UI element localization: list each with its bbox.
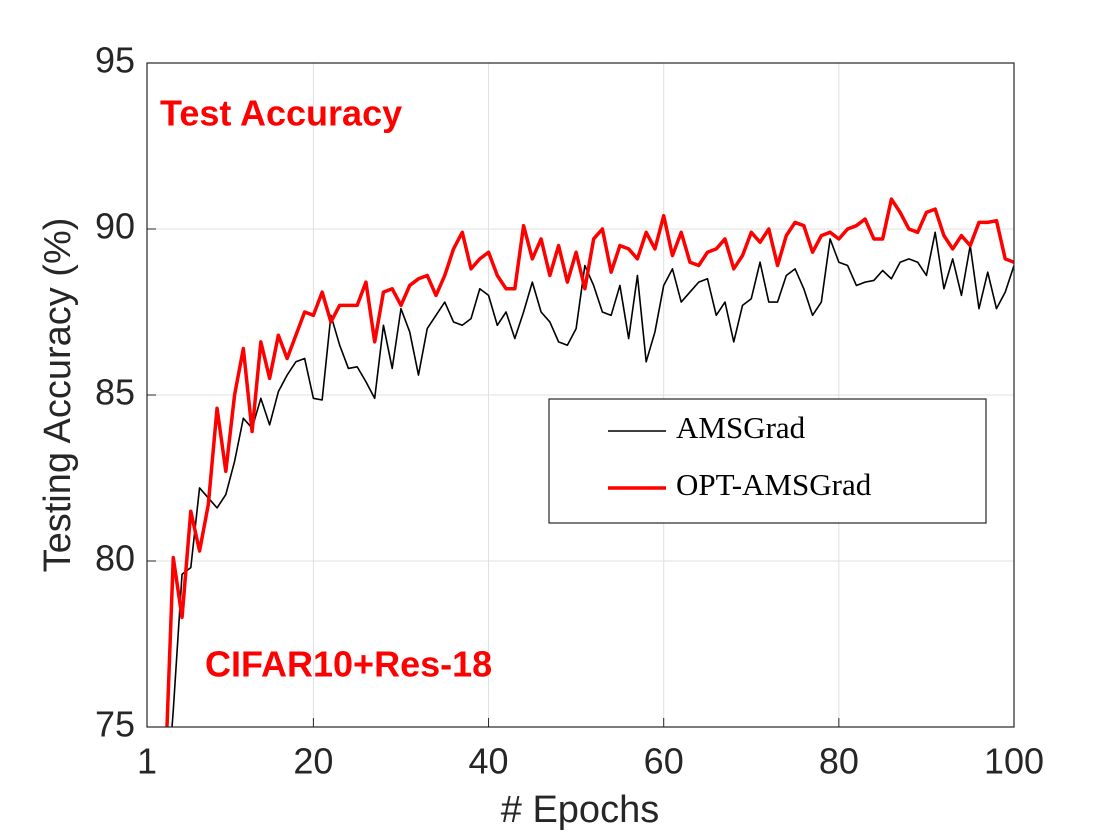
lines <box>165 197 1014 727</box>
series-line <box>165 197 1014 727</box>
y-tick-label: 80 <box>95 538 135 579</box>
x-tick-label: 40 <box>469 741 509 782</box>
y-tick-label: 75 <box>95 704 135 745</box>
annotation: CIFAR10+Res-18 <box>205 644 492 685</box>
y-tick-label: 90 <box>95 206 135 247</box>
y-tick-label: 85 <box>95 372 135 413</box>
ticks: 75 80 85 90 95 1 20 40 60 80 100 <box>95 40 1044 782</box>
annotation: Test Accuracy <box>160 93 402 134</box>
x-tick-label: 80 <box>819 741 859 782</box>
x-tick-label: 20 <box>293 741 333 782</box>
legend-box <box>548 398 987 524</box>
series-line <box>171 231 1014 727</box>
y-axis-label: Testing Accuracy (%) <box>37 218 79 573</box>
y-tick-label: 95 <box>95 40 135 81</box>
legend: AMSGrad OPT-AMSGrad <box>548 398 987 524</box>
legend-label: AMSGrad <box>676 410 806 445</box>
x-tick-label: 60 <box>644 741 684 782</box>
legend-label: OPT-AMSGrad <box>676 467 872 502</box>
x-tick-label: 100 <box>984 741 1044 782</box>
x-tick-label: 1 <box>137 741 157 782</box>
x-axis-label: # Epochs <box>501 789 659 831</box>
